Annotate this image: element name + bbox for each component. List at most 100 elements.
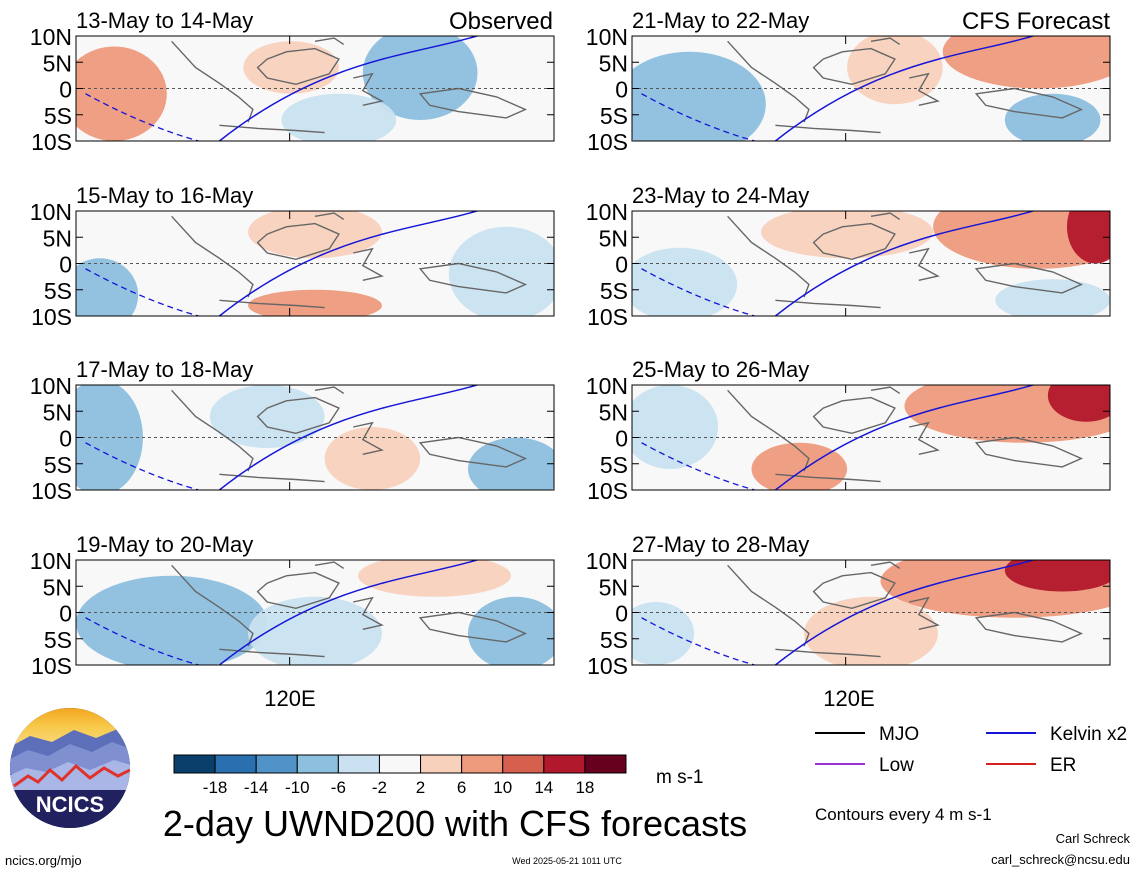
y-tick-label: 0 [615, 601, 628, 627]
shaded-region [248, 211, 382, 259]
y-tick-label: 0 [615, 426, 628, 452]
coastline [314, 37, 345, 45]
shaded-region [209, 385, 325, 448]
shaded-region [243, 41, 339, 94]
coastline [418, 262, 528, 294]
coastline [909, 421, 940, 455]
coastline [353, 72, 384, 106]
kelvin-contour-negative [85, 442, 202, 490]
kelvin-contour-negative [85, 617, 202, 665]
y-tick-label: 10N [30, 24, 72, 50]
coastline [171, 215, 254, 298]
kelvin-contour-negative [641, 617, 758, 665]
y-tick-label: 5N [599, 399, 628, 425]
coastline [870, 386, 901, 394]
colorbar-segment [420, 754, 463, 774]
y-tick-label: 5S [44, 452, 72, 478]
panel-title: 27-May to 28-May [632, 532, 809, 557]
shaded-region [76, 258, 139, 316]
coastline [171, 389, 254, 472]
coastline [909, 247, 940, 281]
panel-title: 19-May to 20-May [76, 532, 253, 557]
shaded-region [358, 560, 511, 597]
colorbar-segment [461, 754, 504, 774]
main-title: 2-day UWND200 with CFS forecasts [163, 803, 747, 844]
y-tick-label: 10S [31, 129, 72, 155]
contours-note: Contours every 4 m s-1 [815, 805, 992, 824]
colorbar-segment [214, 754, 257, 774]
coastline [727, 40, 810, 123]
coastline [870, 561, 901, 569]
ncics-logo: NCICS [10, 708, 130, 828]
shaded-region [76, 46, 167, 141]
coastline [256, 222, 340, 261]
coastline [909, 596, 940, 630]
y-tick-label: 10N [30, 373, 72, 399]
y-tick-label: 10N [586, 548, 628, 574]
footer-timestamp: Wed 2025-05-21 1011 UTC [512, 856, 622, 866]
shaded-region [632, 247, 738, 316]
coastline [727, 215, 810, 298]
y-tick-label: 5S [600, 278, 628, 304]
footer-url: ncics.org/mjo [5, 853, 82, 868]
colorbar-label: 10 [493, 778, 512, 797]
coastline [171, 564, 254, 647]
panel-title: 17-May to 18-May [76, 357, 253, 382]
colorbar-segment [173, 754, 216, 774]
y-tick-label: 0 [59, 426, 72, 452]
panel-title: 21-May to 22-May [632, 8, 809, 33]
colorbar-segment [543, 754, 586, 774]
kelvin-contour-negative [641, 442, 758, 490]
coastline [727, 389, 810, 472]
y-tick-label: 5N [43, 574, 72, 600]
coastline [256, 571, 340, 610]
shaded-region [942, 36, 1110, 89]
coastline [870, 212, 901, 220]
coastline [870, 37, 901, 45]
y-tick-label: 5N [599, 225, 628, 251]
y-tick-label: 0 [59, 77, 72, 103]
shaded-region [281, 93, 397, 141]
legend-label: Kelvin x2 [1050, 724, 1127, 745]
y-tick-label: 5S [600, 627, 628, 653]
kelvin-contour-negative [85, 268, 202, 316]
colorbar-label: -10 [285, 778, 310, 797]
coastline [314, 386, 345, 394]
shaded-region [933, 211, 1110, 269]
y-tick-label: 5S [44, 103, 72, 129]
shaded-region [448, 226, 554, 316]
y-tick-label: 0 [59, 252, 72, 278]
coastline [256, 396, 340, 435]
coastline [353, 421, 384, 455]
colorbar-segment [337, 754, 380, 774]
y-tick-label: 10N [586, 199, 628, 225]
shaded-region [467, 596, 554, 665]
y-tick-label: 10S [31, 304, 72, 330]
coastline [974, 87, 1084, 119]
shaded-region [804, 596, 938, 665]
panel-title: 25-May to 26-May [632, 357, 809, 382]
coastline [812, 222, 896, 261]
coastline [256, 47, 340, 86]
y-tick-label: 10N [30, 548, 72, 574]
coastline [812, 571, 896, 610]
y-tick-label: 10S [31, 653, 72, 679]
y-tick-label: 5N [599, 50, 628, 76]
colorbar-segment [255, 754, 298, 774]
observed-header: Observed [449, 8, 553, 35]
coastline [727, 564, 810, 647]
colorbar-segment [296, 754, 339, 774]
coastline [974, 611, 1084, 643]
kelvin-contour-negative [641, 93, 758, 141]
shaded-region [467, 437, 554, 490]
y-tick-label: 10S [587, 129, 628, 155]
coastline [314, 212, 345, 220]
colorbar-unit: m s-1 [656, 767, 704, 788]
coastline [812, 47, 896, 86]
colorbar-label: 18 [575, 778, 594, 797]
